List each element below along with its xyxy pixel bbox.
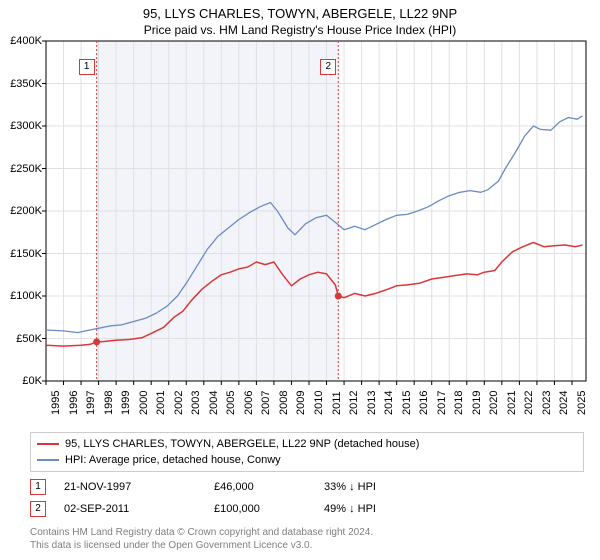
y-tick-label: £250K bbox=[0, 163, 42, 175]
x-tick-label: 2020 bbox=[488, 391, 500, 415]
x-tick-label: 2014 bbox=[383, 391, 395, 415]
chart-title-address: 95, LLYS CHARLES, TOWYN, ABERGELE, LL22 … bbox=[0, 0, 600, 21]
sales-pct-vs-hpi: 33% ↓ HPI bbox=[324, 481, 444, 493]
chart-area: £0K £50K £100K £150K £200K £250K £300K £350K £40… bbox=[0, 37, 600, 417]
y-tick-label: £300K bbox=[0, 120, 42, 132]
sales-row: 1 21-NOV-1997£46,00033% ↓ HPI bbox=[30, 476, 570, 498]
x-tick-label: 2012 bbox=[348, 391, 360, 415]
sales-pct-vs-hpi: 49% ↓ HPI bbox=[324, 503, 444, 515]
sales-table: 1 21-NOV-1997£46,00033% ↓ HPI 2 02-SEP-2011… bbox=[30, 476, 570, 520]
x-tick-label: 2011 bbox=[331, 391, 343, 415]
y-tick-label: £350K bbox=[0, 78, 42, 90]
legend-label: 95, LLYS CHARLES, TOWYN, ABERGELE, LL22 … bbox=[65, 438, 419, 450]
x-tick-label: 2024 bbox=[558, 391, 570, 415]
x-tick-label: 2013 bbox=[366, 391, 378, 415]
x-tick-label: 2006 bbox=[243, 391, 255, 415]
legend-swatch bbox=[37, 459, 59, 461]
x-tick-label: 2023 bbox=[541, 391, 553, 415]
footer-line-1: Contains HM Land Registry data © Crown c… bbox=[30, 526, 570, 539]
x-tick-label: 2003 bbox=[190, 391, 202, 415]
footer-line-2: This data is licensed under the Open Gov… bbox=[30, 539, 570, 552]
sales-flag: 1 bbox=[30, 479, 46, 495]
sale-flag-1: 1 bbox=[79, 59, 95, 75]
sale-flag-2: 2 bbox=[320, 59, 336, 75]
legend-label: HPI: Average price, detached house, Conw… bbox=[65, 454, 281, 466]
legend-row: 95, LLYS CHARLES, TOWYN, ABERGELE, LL22 … bbox=[37, 436, 577, 452]
y-tick-label: £50K bbox=[0, 333, 42, 345]
x-tick-label: 2002 bbox=[173, 391, 185, 415]
y-tick-label: £100K bbox=[0, 290, 42, 302]
sales-price: £100,000 bbox=[214, 503, 324, 515]
y-tick-label: £200K bbox=[0, 205, 42, 217]
x-tick-label: 2009 bbox=[295, 391, 307, 415]
footer-credits: Contains HM Land Registry data © Crown c… bbox=[30, 526, 570, 552]
legend-box: 95, LLYS CHARLES, TOWYN, ABERGELE, LL22 … bbox=[30, 432, 584, 472]
sales-date: 02-SEP-2011 bbox=[64, 503, 214, 515]
legend-swatch bbox=[37, 443, 59, 445]
x-tick-label: 2001 bbox=[155, 391, 167, 415]
x-tick-label: 2022 bbox=[523, 391, 535, 415]
x-tick-label: 1996 bbox=[68, 391, 80, 415]
legend-row: HPI: Average price, detached house, Conw… bbox=[37, 452, 577, 468]
x-tick-label: 2015 bbox=[401, 391, 413, 415]
y-tick-label: £0K bbox=[0, 375, 42, 387]
chart-svg bbox=[0, 37, 600, 417]
x-tick-label: 1997 bbox=[85, 391, 97, 415]
x-tick-label: 2005 bbox=[225, 391, 237, 415]
x-tick-label: 2017 bbox=[436, 391, 448, 415]
x-tick-label: 2016 bbox=[418, 391, 430, 415]
x-tick-label: 1999 bbox=[120, 391, 132, 415]
x-tick-label: 2019 bbox=[471, 391, 483, 415]
y-tick-label: £150K bbox=[0, 248, 42, 260]
x-tick-label: 2021 bbox=[506, 391, 518, 415]
sales-flag: 2 bbox=[30, 501, 46, 517]
x-tick-label: 2018 bbox=[453, 391, 465, 415]
x-tick-label: 2004 bbox=[208, 391, 220, 415]
x-tick-label: 2000 bbox=[138, 391, 150, 415]
x-tick-label: 2008 bbox=[278, 391, 290, 415]
x-tick-label: 2010 bbox=[313, 391, 325, 415]
chart-title-subtitle: Price paid vs. HM Land Registry's House … bbox=[0, 21, 600, 37]
sales-price: £46,000 bbox=[214, 481, 324, 493]
y-tick-label: £400K bbox=[0, 35, 42, 47]
x-tick-label: 2007 bbox=[260, 391, 272, 415]
sales-date: 21-NOV-1997 bbox=[64, 481, 214, 493]
x-tick-label: 1998 bbox=[103, 391, 115, 415]
x-tick-label: 1995 bbox=[50, 391, 62, 415]
sales-row: 2 02-SEP-2011£100,00049% ↓ HPI bbox=[30, 498, 570, 520]
x-tick-label: 2025 bbox=[576, 391, 588, 415]
